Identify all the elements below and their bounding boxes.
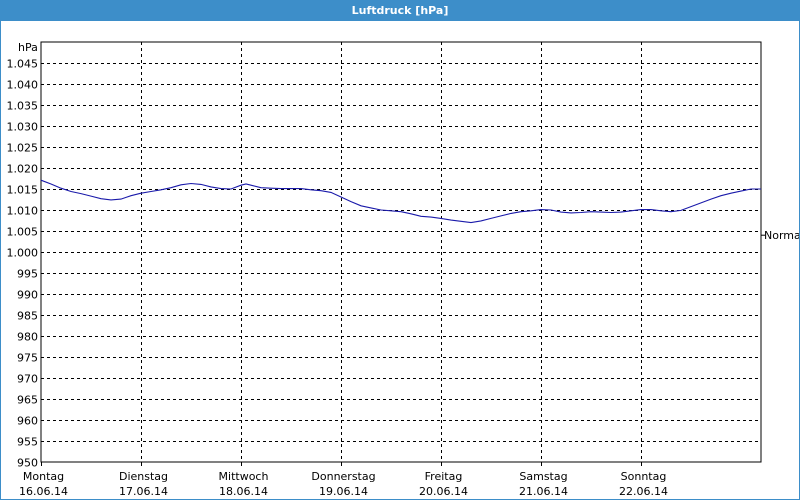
y-tick-label: 1.035: [7, 100, 39, 113]
y-tick-label: 1.020: [7, 163, 39, 176]
reference-label: Normal: [764, 229, 799, 242]
y-tick-label: 980: [17, 331, 38, 344]
reference-layer: Normal: [761, 229, 799, 242]
x-tick-weekday: Sonntag: [621, 470, 667, 483]
y-tick-label: 965: [17, 394, 38, 407]
x-tick-weekday: Samstag: [519, 470, 567, 483]
y-tick-label: 1.030: [7, 121, 39, 134]
x-tick-weekday: Freitag: [425, 470, 463, 483]
y-tick-label: 950: [17, 457, 38, 470]
x-tick-date: 21.06.14: [519, 485, 568, 498]
axis-ticks: 950 955 960 965 970 975 980 985 990 995 1.000 1.005…: [7, 41, 668, 498]
y-tick-label: 970: [17, 373, 38, 386]
x-tick-weekday: Mittwoch: [219, 470, 269, 483]
x-tick-date: 19.06.14: [319, 485, 368, 498]
grid: [40, 41, 762, 466]
y-tick-label: 1.045: [7, 58, 39, 71]
x-tick-weekday: Montag: [23, 470, 64, 483]
x-tick-date: 20.06.14: [419, 485, 468, 498]
y-tick-label: 1.005: [7, 226, 39, 239]
x-tick-date: 17.06.14: [119, 485, 168, 498]
pressure-series-line: [40, 179, 761, 224]
y-tick-label: 995: [17, 268, 38, 281]
x-tick-date: 22.06.14: [619, 485, 668, 498]
x-tick-weekday: Donnerstag: [311, 470, 375, 483]
x-tick-weekday: Dienstag: [119, 470, 168, 483]
y-tick-label: 1.015: [7, 184, 39, 197]
x-tick-date: 18.06.14: [219, 485, 268, 498]
y-tick-label: 955: [17, 436, 38, 449]
y-tick-label: 1.000: [7, 247, 39, 260]
window-title: Luftdruck [hPa]: [1, 1, 799, 21]
series-layer: [40, 179, 761, 224]
y-tick-label: 990: [17, 289, 38, 302]
y-tick-label: 1.040: [7, 79, 39, 92]
y-tick-label: 985: [17, 310, 38, 323]
y-tick-label: 1.025: [7, 142, 39, 155]
y-tick-label: 975: [17, 352, 38, 365]
y-tick-label: 960: [17, 415, 38, 428]
y-unit-label: hPa: [18, 41, 38, 54]
y-tick-label: 1.010: [7, 205, 39, 218]
x-tick-date: 16.06.14: [19, 485, 68, 498]
